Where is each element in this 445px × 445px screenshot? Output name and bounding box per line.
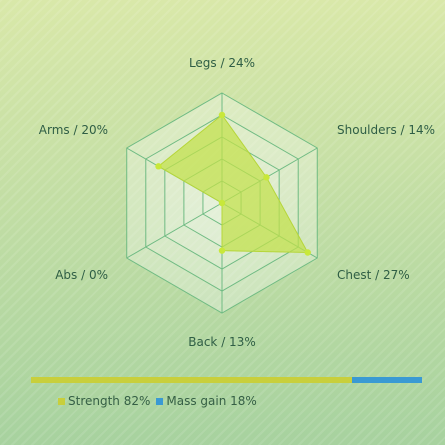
legend-swatch-strength (58, 397, 65, 405)
data-point (263, 174, 270, 181)
axis-label-shoulders: Shoulders / 14% (337, 123, 435, 137)
radar-series (155, 111, 311, 256)
split-bar-strength (31, 377, 352, 383)
data-point (218, 199, 226, 207)
axis-label-abs: Abs / 0% (55, 268, 108, 282)
data-point (155, 163, 162, 170)
legend-label-mass-gain: Mass gain 18% (166, 394, 257, 408)
legend-item-mass-gain: Mass gain 18% (156, 394, 257, 408)
data-point (218, 247, 226, 254)
axis-label-chest: Chest / 27% (337, 268, 410, 282)
legend: Strength 82% Mass gain 18% (58, 394, 257, 408)
data-point (218, 111, 226, 119)
grid-spoke (126, 202, 223, 259)
axis-label-arms: Arms / 20% (39, 123, 108, 137)
legend-item-strength: Strength 82% (58, 394, 150, 408)
axis-label-legs: Legs / 24% (189, 56, 255, 70)
split-bar-mass-gain (351, 377, 422, 383)
axis-label-back: Back / 13% (188, 335, 255, 349)
legend-swatch-mass-gain (156, 397, 164, 405)
axis-labels: Legs / 24% Shoulders / 14% Chest / 27% B… (39, 56, 435, 349)
legend-label-strength: Strength 82% (68, 394, 151, 408)
split-bar (31, 377, 422, 383)
data-point (304, 249, 311, 256)
